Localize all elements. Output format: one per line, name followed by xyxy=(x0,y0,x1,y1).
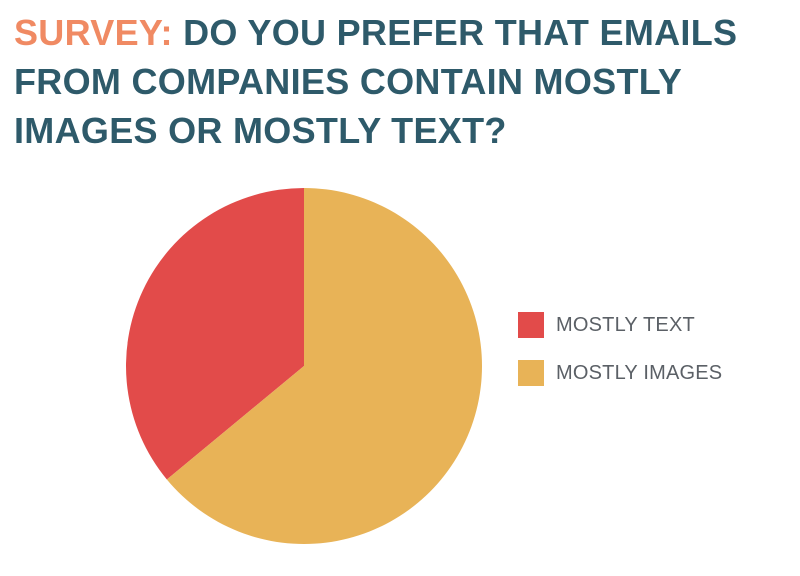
legend-label-mostly-text: MOSTLY TEXT xyxy=(556,313,695,336)
pie-slice-mostly-images xyxy=(166,188,483,544)
title-prefix: SURVEY: xyxy=(14,12,173,53)
pie-slice-mostly-text xyxy=(126,188,304,480)
pie-slices xyxy=(126,188,483,544)
legend-label-mostly-images: MOSTLY IMAGES xyxy=(556,361,723,384)
chart-legend: MOSTLY TEXT MOSTLY IMAGES xyxy=(518,308,778,404)
legend-swatch-mostly-text xyxy=(518,312,544,338)
legend-swatch-mostly-images xyxy=(518,360,544,386)
legend-item-mostly-images: MOSTLY IMAGES xyxy=(518,356,778,390)
chart-title: SURVEY: DO YOU PREFER THAT EMAILS FROM C… xyxy=(14,8,786,155)
legend-item-mostly-text: MOSTLY TEXT xyxy=(518,308,778,342)
title-question: DO YOU PREFER THAT EMAILS FROM COMPANIES… xyxy=(14,12,738,151)
